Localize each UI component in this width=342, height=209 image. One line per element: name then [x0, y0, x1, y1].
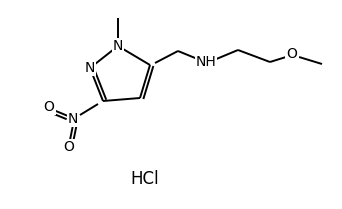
Text: O: O	[64, 140, 75, 154]
Text: HCl: HCl	[131, 170, 159, 188]
Text: N: N	[68, 112, 78, 126]
Text: N: N	[113, 39, 123, 53]
Text: O: O	[287, 47, 298, 61]
Text: NH: NH	[196, 55, 216, 69]
Text: O: O	[43, 100, 54, 114]
Text: N: N	[85, 61, 95, 75]
